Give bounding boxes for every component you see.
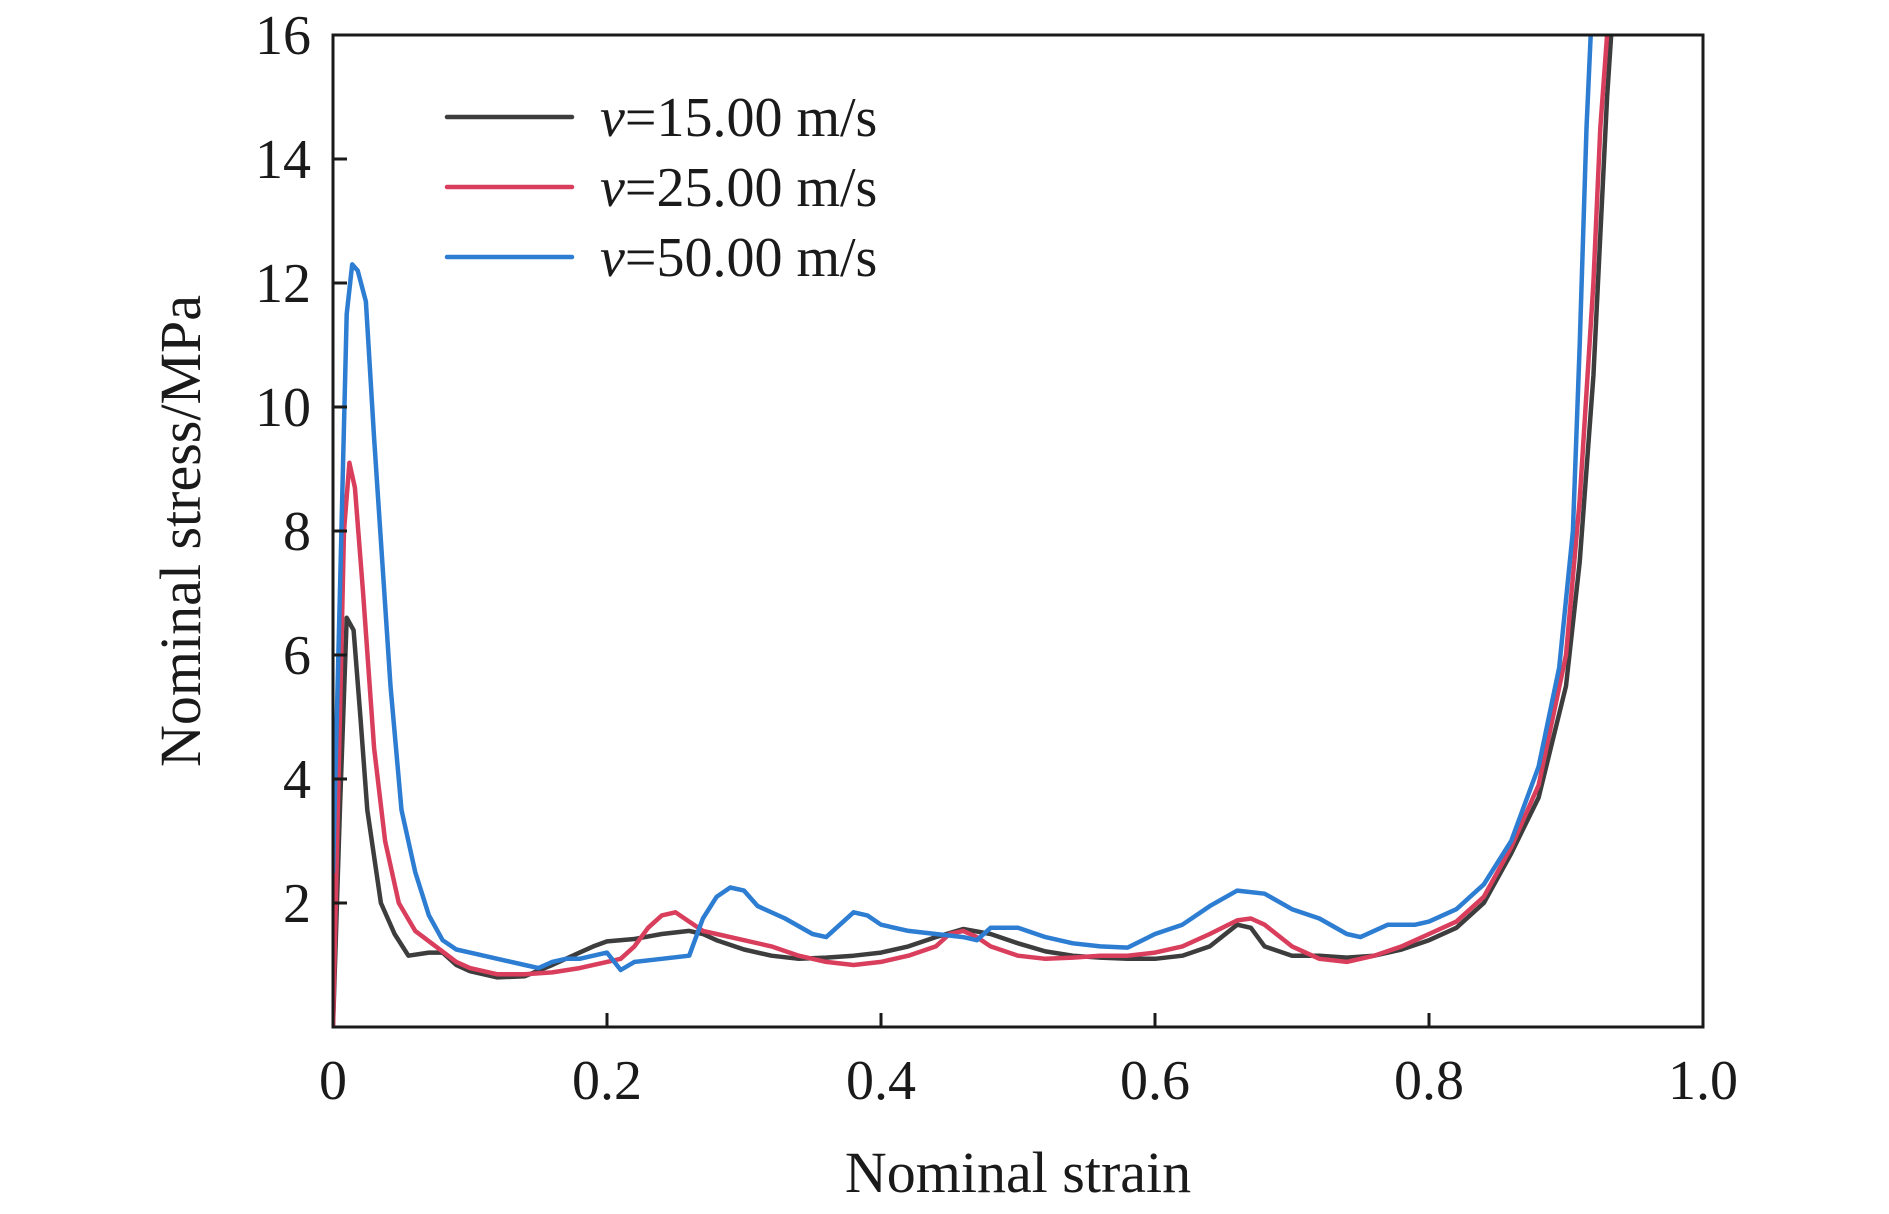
y-tick-label: 8 bbox=[283, 501, 311, 563]
series-line-3 bbox=[333, 35, 1593, 973]
y-tick-label: 4 bbox=[283, 749, 311, 811]
y-tick-label: 10 bbox=[255, 377, 311, 439]
x-axis-label: Nominal strain bbox=[845, 1140, 1191, 1205]
x-tick-label: 0.2 bbox=[572, 1050, 642, 1112]
legend-label-3: v=50.00 m/s bbox=[600, 227, 877, 289]
x-tick-label: 0.6 bbox=[1120, 1050, 1190, 1112]
series-line-2 bbox=[333, 35, 1610, 1027]
legend-label-2: v=25.00 m/s bbox=[600, 157, 877, 219]
y-tick-label: 2 bbox=[283, 873, 311, 935]
y-tick-label: 6 bbox=[283, 625, 311, 687]
y-axis-label: Nominal stress/MPa bbox=[148, 295, 213, 767]
ticks-layer: 0 0.2 0.4 0.6 0.8 1.0 2 4 6 8 10 12 14 16 bbox=[255, 5, 1738, 1112]
series-layer bbox=[333, 35, 1614, 1027]
y-tick-label: 12 bbox=[255, 253, 311, 315]
legend-label-1: v=15.00 m/s bbox=[600, 87, 877, 149]
x-tick-label: 0.8 bbox=[1394, 1050, 1464, 1112]
x-tick-label: 0.4 bbox=[846, 1050, 916, 1112]
legend: v=15.00 m/s v=25.00 m/s v=50.00 m/s bbox=[444, 87, 877, 289]
x-tick-label: 1.0 bbox=[1668, 1050, 1738, 1112]
series-line-1 bbox=[333, 35, 1614, 1027]
y-tick-label: 16 bbox=[255, 5, 311, 67]
x-tick-label: 0 bbox=[319, 1050, 347, 1112]
y-tick-label: 14 bbox=[255, 129, 311, 191]
